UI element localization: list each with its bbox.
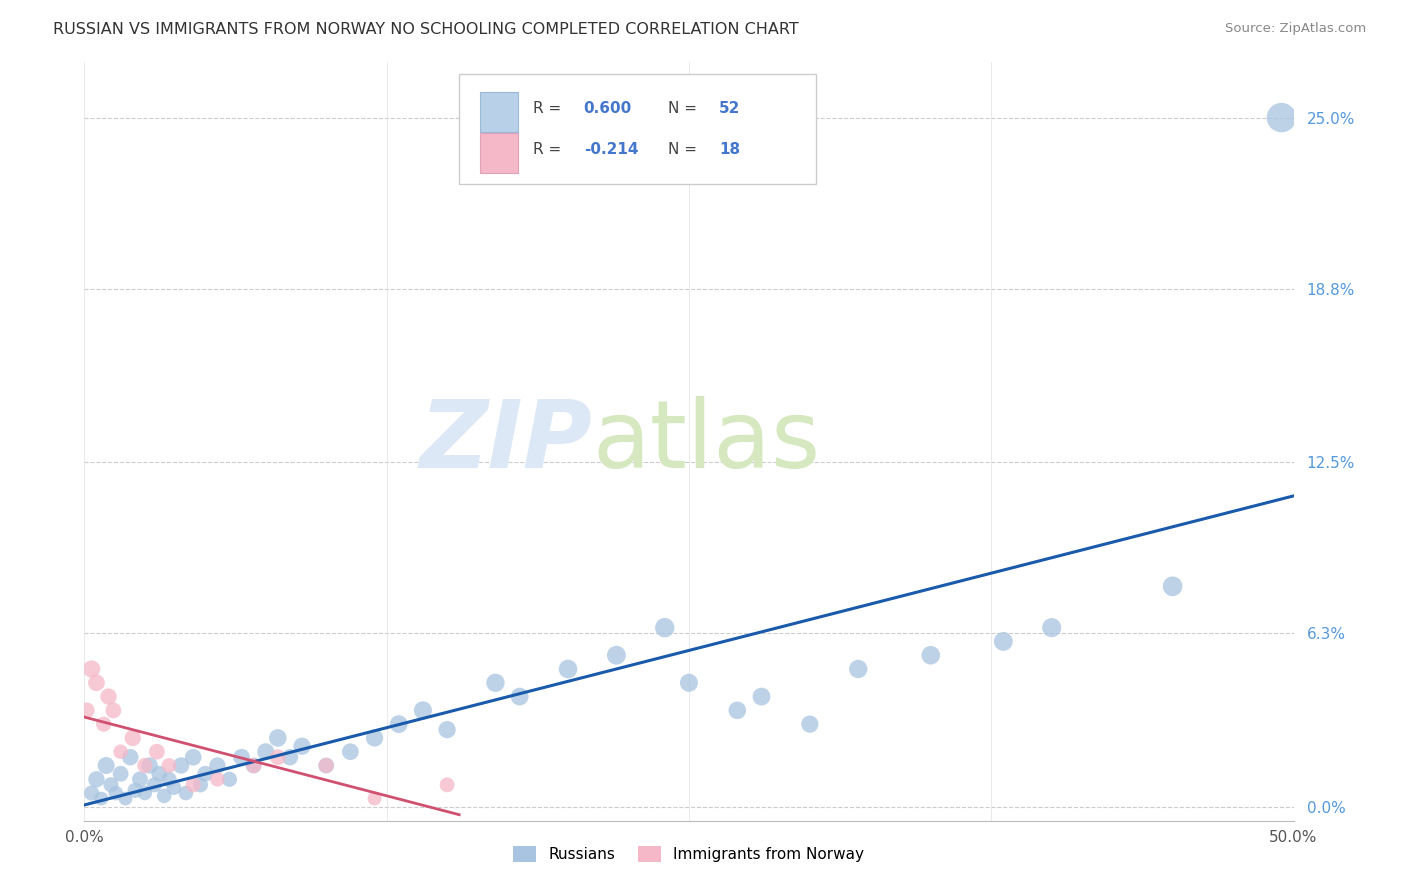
Point xyxy=(509,690,531,704)
Point xyxy=(134,786,156,800)
Point xyxy=(484,675,506,690)
Point xyxy=(138,758,160,772)
Point xyxy=(121,731,143,745)
Point xyxy=(254,745,277,759)
Point xyxy=(207,772,229,787)
Point xyxy=(363,731,385,745)
Point xyxy=(678,675,700,690)
Point xyxy=(114,791,136,805)
Point xyxy=(339,745,361,759)
Point xyxy=(242,758,264,772)
Point xyxy=(124,783,146,797)
Bar xyxy=(479,92,519,132)
Point xyxy=(93,717,115,731)
Point xyxy=(291,739,314,754)
Point xyxy=(194,766,217,780)
Text: R =: R = xyxy=(533,102,561,116)
Point xyxy=(1270,111,1292,125)
Point xyxy=(388,717,411,731)
Point xyxy=(605,648,627,663)
Point xyxy=(80,786,103,800)
Point xyxy=(436,778,458,792)
Text: Source: ZipAtlas.com: Source: ZipAtlas.com xyxy=(1226,22,1367,36)
Point xyxy=(751,690,773,704)
Point xyxy=(90,791,112,805)
Point xyxy=(207,758,229,772)
Point xyxy=(799,717,821,731)
Point xyxy=(110,766,132,780)
Point xyxy=(153,789,176,803)
Point xyxy=(146,745,169,759)
Point xyxy=(86,675,108,690)
Point xyxy=(267,731,290,745)
Point xyxy=(1161,579,1184,593)
Point xyxy=(157,772,180,787)
Point xyxy=(100,778,122,792)
Text: N =: N = xyxy=(668,102,697,116)
Point xyxy=(134,758,156,772)
Point xyxy=(218,772,240,787)
Text: RUSSIAN VS IMMIGRANTS FROM NORWAY NO SCHOOLING COMPLETED CORRELATION CHART: RUSSIAN VS IMMIGRANTS FROM NORWAY NO SCH… xyxy=(53,22,799,37)
Point xyxy=(920,648,942,663)
Legend: Russians, Immigrants from Norway: Russians, Immigrants from Norway xyxy=(506,838,872,870)
Point xyxy=(315,758,337,772)
Point xyxy=(267,750,290,764)
Point xyxy=(143,778,166,792)
Point xyxy=(315,758,337,772)
Point xyxy=(86,772,108,787)
Point xyxy=(76,703,98,717)
Text: 18: 18 xyxy=(720,143,741,157)
Point xyxy=(104,786,127,800)
Point xyxy=(120,750,142,764)
Text: ZIP: ZIP xyxy=(419,395,592,488)
Point xyxy=(363,791,385,805)
Point xyxy=(97,690,120,704)
Point xyxy=(181,778,204,792)
Point xyxy=(103,703,125,717)
Text: 52: 52 xyxy=(720,102,741,116)
Point xyxy=(725,703,748,717)
Point xyxy=(231,750,253,764)
Point xyxy=(174,786,197,800)
Point xyxy=(846,662,869,676)
Point xyxy=(157,758,180,772)
Text: R =: R = xyxy=(533,143,561,157)
Bar xyxy=(479,133,519,172)
Point xyxy=(412,703,434,717)
Point xyxy=(993,634,1015,648)
Text: N =: N = xyxy=(668,143,697,157)
Point xyxy=(163,780,186,795)
Point xyxy=(242,758,264,772)
Point xyxy=(94,758,117,772)
Text: -0.214: -0.214 xyxy=(583,143,638,157)
Point xyxy=(181,750,204,764)
Point xyxy=(654,621,676,635)
Point xyxy=(1040,621,1063,635)
Text: 0.600: 0.600 xyxy=(583,102,631,116)
Point xyxy=(80,662,103,676)
FancyBboxPatch shape xyxy=(460,74,815,184)
Point xyxy=(557,662,579,676)
Point xyxy=(110,745,132,759)
Point xyxy=(190,778,212,792)
Point xyxy=(129,772,152,787)
Text: atlas: atlas xyxy=(592,395,821,488)
Point xyxy=(278,750,301,764)
Point xyxy=(170,758,193,772)
Point xyxy=(436,723,458,737)
Point xyxy=(148,766,170,780)
